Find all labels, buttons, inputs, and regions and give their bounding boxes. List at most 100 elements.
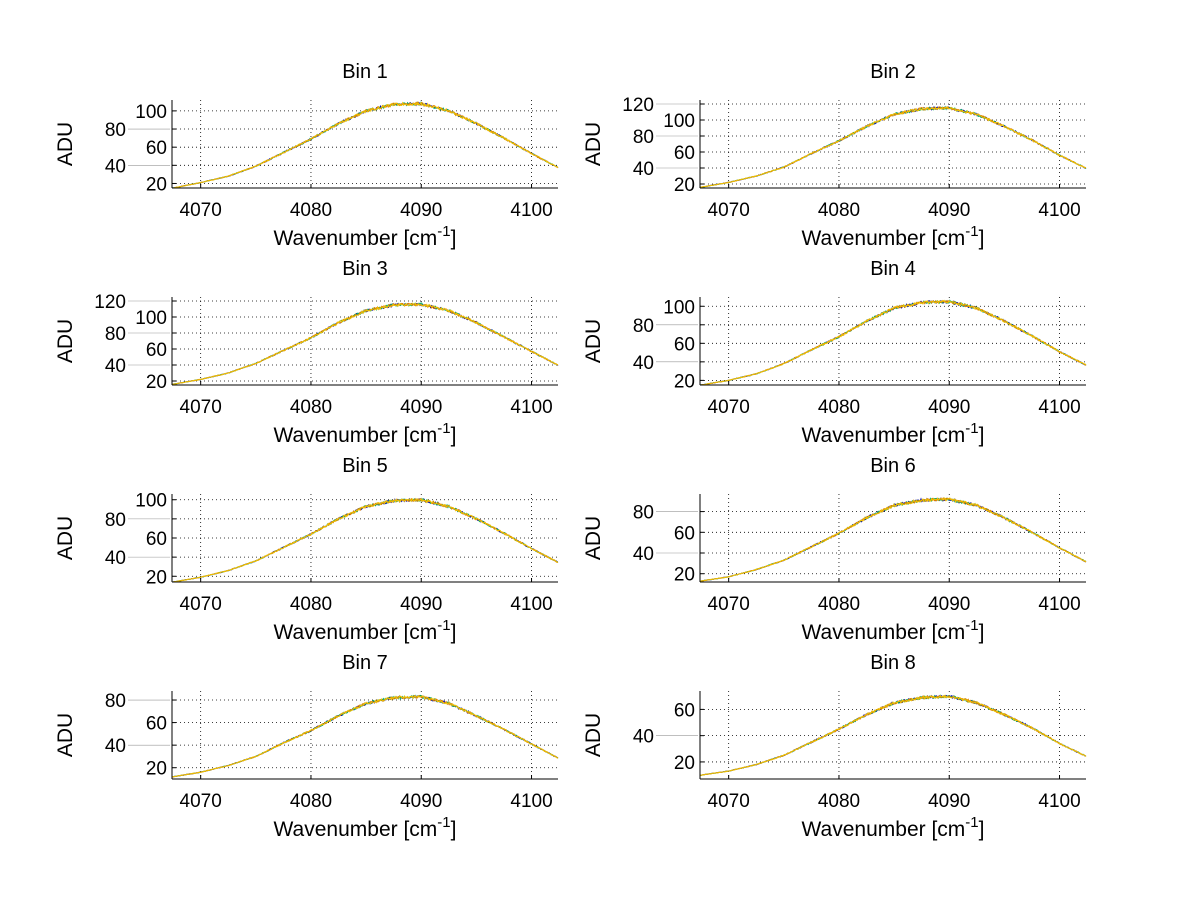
x-axis-label: Wavenumber [cm-1] — [802, 617, 985, 644]
x-tick-label: 4090 — [400, 397, 442, 418]
y-tick-label: 60 — [146, 138, 167, 159]
y-tick-label: 20 — [146, 174, 167, 195]
x-tick-label: 4080 — [818, 397, 860, 418]
x-tick-label: 4090 — [928, 594, 970, 615]
y-axis-label: ADU — [582, 319, 605, 363]
x-tick-label: 4090 — [928, 791, 970, 812]
x-axis-label-sup: -1 — [437, 420, 450, 437]
y-tick-label: 80 — [633, 316, 654, 337]
subplot-4: 4070 4080 4090 4100 20 40 60 80 100 Bin 4 ADU Waven… — [582, 258, 1087, 447]
x-axis-label-end: ] — [979, 621, 985, 644]
y-tick-label: 20 — [146, 759, 167, 780]
x-tick-label: 4100 — [510, 594, 552, 615]
x-tick-label: 4070 — [708, 594, 750, 615]
x-axis-label: Wavenumber [cm-1] — [802, 814, 985, 841]
series-line-4 — [699, 299, 1087, 386]
x-axis-label-sup: -1 — [965, 420, 978, 437]
y-tick-label: 60 — [146, 714, 167, 735]
series-line-4 — [699, 106, 1086, 188]
x-axis-label-text: Wavenumber [cm — [274, 227, 438, 250]
y-tick-label: 40 — [105, 548, 126, 569]
x-tick-label: 4070 — [180, 200, 222, 221]
x-axis-label-end: ] — [451, 227, 457, 250]
series-line-4 — [171, 302, 559, 385]
y-axis-label: ADU — [54, 516, 77, 560]
y-tick-label: 60 — [674, 143, 695, 164]
y-tick-label: 20 — [146, 567, 167, 588]
x-axis-label-sup: -1 — [437, 617, 450, 634]
x-axis-label: Wavenumber [cm-1] — [802, 420, 985, 447]
x-tick-label: 4070 — [708, 200, 750, 221]
y-tick-label: 20 — [674, 175, 695, 196]
x-axis-label-end: ] — [451, 621, 457, 644]
x-tick-label: 4080 — [818, 791, 860, 812]
x-tick-label: 4100 — [1038, 791, 1080, 812]
y-tick-label: 20 — [146, 372, 167, 393]
series-line-2 — [699, 299, 1087, 386]
y-tick-label: 100 — [663, 111, 695, 132]
x-tick-label: 4080 — [290, 594, 332, 615]
series-line-1 — [699, 300, 1087, 386]
subplot-6: 4070 4080 4090 4100 20 40 60 80 Bin 6 ADU Wavenumb… — [582, 455, 1087, 644]
x-tick-label: 4090 — [928, 397, 970, 418]
subplot-title: Bin 7 — [342, 652, 388, 674]
y-axis-label: ADU — [582, 713, 605, 757]
x-axis-label-end: ] — [979, 424, 985, 447]
x-axis-label-end: ] — [979, 227, 985, 250]
subplot-1: 4070 4080 4090 4100 20 40 60 80 100 Bin 1 ADU Waven… — [54, 61, 559, 250]
x-tick-label: 4100 — [1038, 397, 1080, 418]
x-tick-label: 4070 — [708, 791, 750, 812]
y-tick-label: 40 — [105, 156, 126, 177]
y-tick-label: 60 — [146, 340, 167, 361]
x-tick-label: 4090 — [400, 594, 442, 615]
x-tick-label: 4100 — [510, 397, 552, 418]
y-tick-label: 100 — [663, 297, 695, 318]
y-tick-label: 80 — [633, 127, 654, 148]
series-line-4 — [172, 497, 558, 583]
x-tick-label: 4090 — [400, 200, 442, 221]
x-axis-label-sup: -1 — [437, 814, 450, 831]
x-axis-label-sup: -1 — [965, 814, 978, 831]
y-tick-label: 40 — [105, 736, 126, 757]
y-tick-label: 20 — [674, 565, 695, 586]
y-tick-label: 100 — [135, 491, 167, 512]
x-tick-label: 4090 — [928, 200, 970, 221]
y-axis-label: ADU — [582, 516, 605, 560]
x-axis-label-text: Wavenumber [cm — [274, 621, 438, 644]
y-tick-label: 120 — [94, 292, 126, 313]
series-line-4 — [172, 100, 559, 189]
x-axis-label-text: Wavenumber [cm — [802, 621, 966, 644]
y-tick-label: 100 — [135, 102, 167, 123]
x-axis-label: Wavenumber [cm-1] — [274, 617, 457, 644]
y-tick-label: 40 — [633, 727, 654, 748]
subplot-title: Bin 4 — [870, 258, 916, 280]
y-tick-label: 60 — [674, 700, 695, 721]
y-tick-label: 40 — [105, 356, 126, 377]
x-tick-label: 4070 — [180, 397, 222, 418]
x-axis-label-text: Wavenumber [cm — [802, 424, 966, 447]
x-tick-label: 4080 — [818, 594, 860, 615]
y-tick-label: 80 — [105, 510, 126, 531]
x-axis-label-text: Wavenumber [cm — [274, 818, 438, 841]
subplot-2: 4070 4080 4090 4100 20 40 60 80 100 120 Bin 2 ADU Wa… — [582, 61, 1087, 250]
x-tick-label: 4080 — [290, 397, 332, 418]
x-axis-label-sup: -1 — [965, 617, 978, 634]
subplot-title: Bin 1 — [342, 61, 388, 83]
series-line-4 — [700, 497, 1087, 582]
x-axis-label: Wavenumber [cm-1] — [802, 223, 985, 250]
subplot-8: 4070 4080 4090 4100 20 40 60 Bin 8 ADU Wavenumber… — [582, 652, 1087, 841]
y-tick-label: 60 — [674, 523, 695, 544]
y-tick-label: 100 — [135, 308, 167, 329]
x-tick-label: 4080 — [818, 200, 860, 221]
y-tick-label: 80 — [633, 503, 654, 524]
y-axis-label: ADU — [54, 713, 77, 757]
subplot-3: 4070 4080 4090 4100 20 40 60 80 100 120 Bin 3 ADU Wa… — [54, 258, 559, 447]
subplot-title: Bin 3 — [342, 258, 388, 280]
y-tick-label: 40 — [633, 353, 654, 374]
y-tick-label: 40 — [633, 159, 654, 180]
x-axis-label-text: Wavenumber [cm — [802, 227, 966, 250]
y-axis-label: ADU — [54, 122, 77, 166]
subplot-title: Bin 5 — [342, 455, 388, 477]
x-axis-label-sup: -1 — [437, 223, 450, 240]
